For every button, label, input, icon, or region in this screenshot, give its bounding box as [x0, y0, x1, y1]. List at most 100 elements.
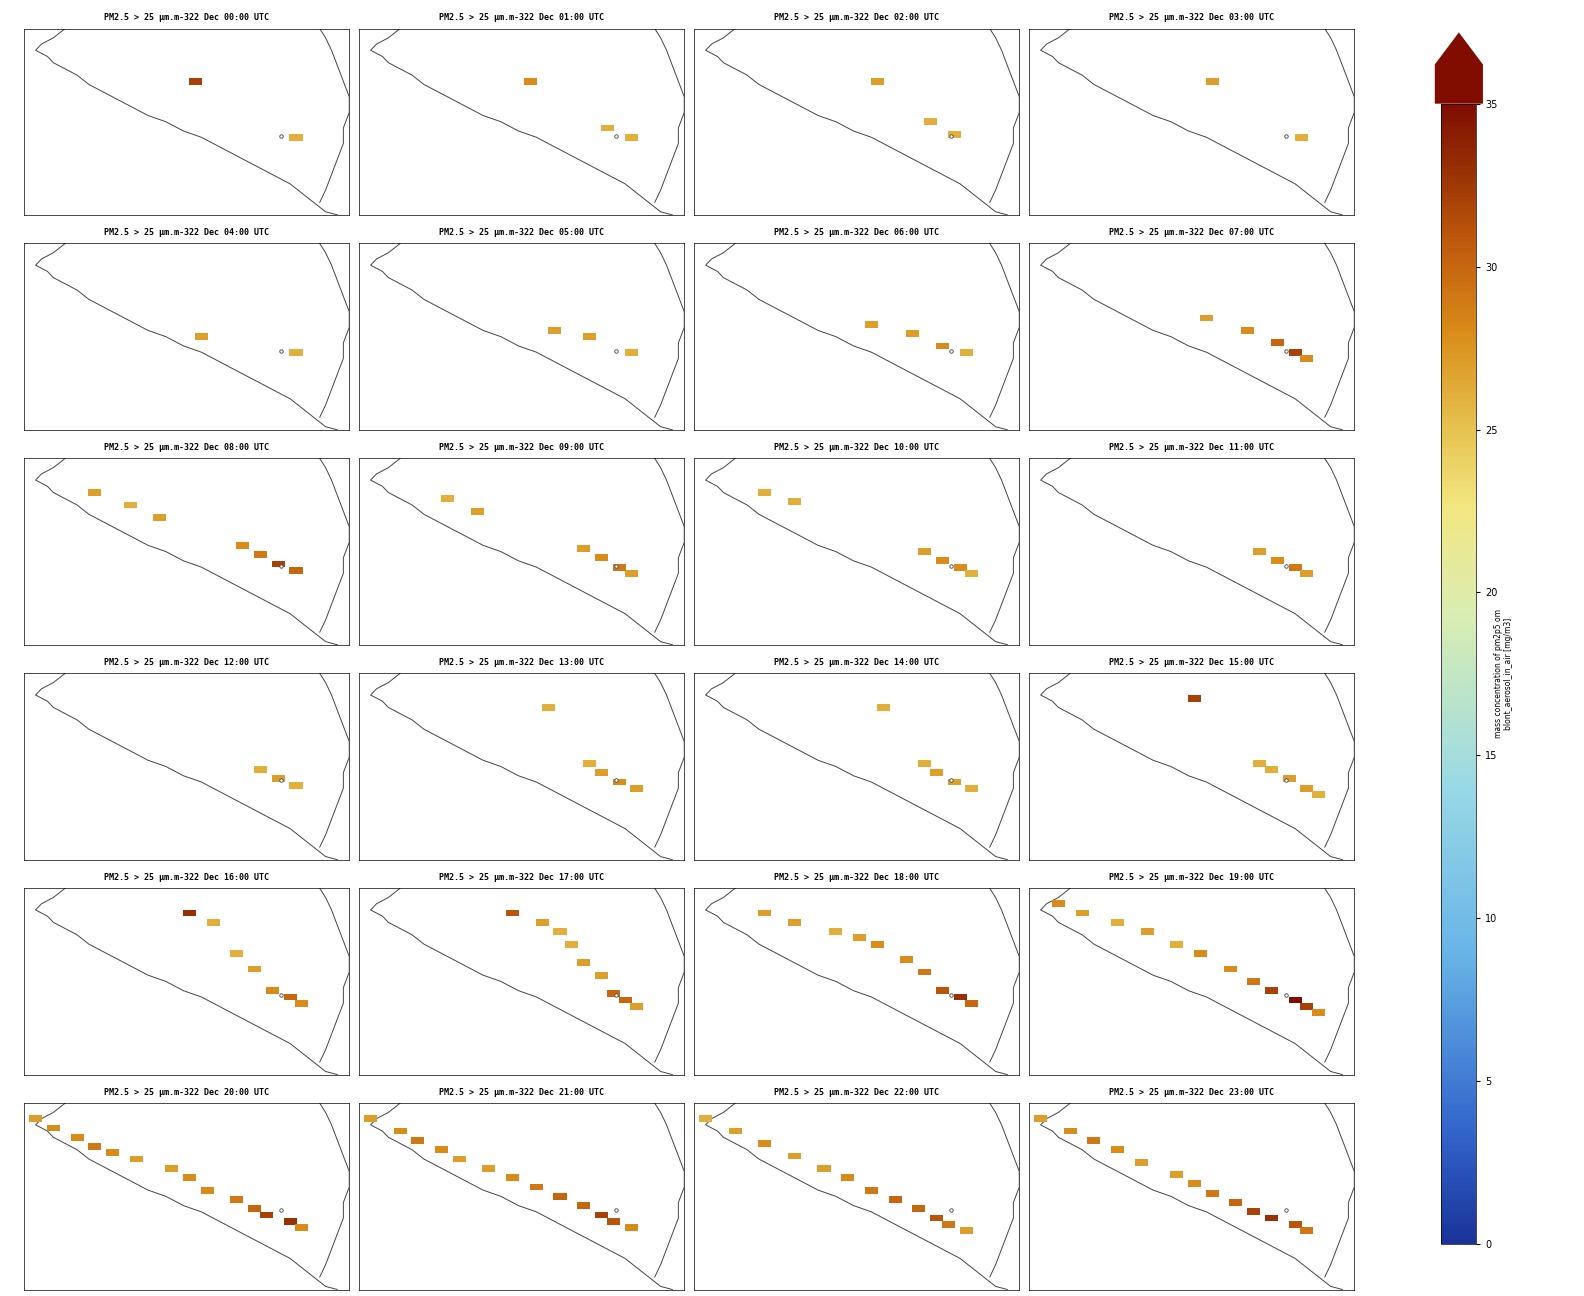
Bar [613, 564, 626, 570]
Bar [919, 968, 931, 976]
Bar [470, 508, 483, 515]
Bar [954, 994, 966, 1001]
Bar [440, 495, 455, 502]
Bar [699, 1116, 713, 1122]
Bar [1199, 315, 1213, 321]
Bar [165, 1165, 179, 1172]
Bar [954, 564, 966, 570]
Bar [930, 770, 942, 776]
Bar [607, 990, 619, 997]
Bar [1312, 1010, 1326, 1016]
Text: PM2.5 > 25 μm.m-322 Dec 00:00 UTC: PM2.5 > 25 μm.m-322 Dec 00:00 UTC [105, 13, 269, 22]
Bar [596, 972, 608, 978]
Bar [965, 999, 979, 1007]
Text: PM2.5 > 25 μm.m-322 Dec 09:00 UTC: PM2.5 > 25 μm.m-322 Dec 09:00 UTC [439, 443, 604, 452]
Bar [1064, 1128, 1077, 1134]
Bar [124, 502, 136, 508]
Bar [1253, 548, 1266, 555]
Bar [1300, 1227, 1313, 1234]
Bar [230, 1196, 244, 1203]
Bar [1289, 564, 1302, 570]
Bar [553, 1192, 567, 1200]
Bar [453, 1156, 466, 1163]
Bar [759, 1140, 771, 1147]
Bar [1247, 978, 1261, 985]
Bar [535, 919, 548, 925]
Text: PM2.5 > 25 μm.m-322 Dec 10:00 UTC: PM2.5 > 25 μm.m-322 Dec 10:00 UTC [775, 443, 939, 452]
Bar [1266, 988, 1278, 994]
Text: PM2.5 > 25 μm.m-322 Dec 01:00 UTC: PM2.5 > 25 μm.m-322 Dec 01:00 UTC [439, 13, 604, 22]
Text: PM2.5 > 25 μm.m-322 Dec 11:00 UTC: PM2.5 > 25 μm.m-322 Dec 11:00 UTC [1109, 443, 1274, 452]
Bar [854, 934, 866, 941]
Bar [206, 919, 220, 925]
Bar [912, 1205, 925, 1212]
Bar [290, 133, 303, 141]
Bar [596, 555, 608, 561]
Bar [624, 570, 637, 577]
Bar [1253, 759, 1266, 767]
Text: PM2.5 > 25 μm.m-322 Dec 13:00 UTC: PM2.5 > 25 μm.m-322 Dec 13:00 UTC [439, 658, 604, 666]
Bar [436, 1146, 448, 1153]
Text: PM2.5 > 25 μm.m-322 Dec 22:00 UTC: PM2.5 > 25 μm.m-322 Dec 22:00 UTC [775, 1087, 939, 1096]
Bar [412, 1137, 425, 1144]
Bar [830, 928, 843, 936]
Bar [29, 1116, 43, 1122]
Bar [1194, 950, 1207, 956]
Bar [583, 333, 596, 340]
Bar [906, 330, 919, 337]
Bar [1270, 557, 1285, 564]
Bar [106, 1150, 119, 1156]
Bar [1266, 766, 1278, 772]
Bar [184, 910, 196, 916]
Bar [1289, 349, 1302, 355]
Bar [1300, 785, 1313, 792]
Bar [596, 770, 608, 776]
Bar [871, 941, 884, 947]
Text: PM2.5 > 25 μm.m-322 Dec 08:00 UTC: PM2.5 > 25 μm.m-322 Dec 08:00 UTC [105, 443, 269, 452]
Bar [613, 779, 626, 785]
Bar [236, 542, 249, 548]
Bar [947, 779, 961, 785]
Bar [960, 1227, 973, 1234]
Bar [577, 1203, 591, 1209]
Bar [1223, 966, 1237, 972]
Bar [290, 566, 303, 574]
Bar [1229, 1199, 1242, 1207]
Bar [1171, 1172, 1183, 1178]
Text: PM2.5 > 25 μm.m-322 Dec 07:00 UTC: PM2.5 > 25 μm.m-322 Dec 07:00 UTC [1109, 228, 1274, 237]
Bar [630, 1003, 643, 1010]
Bar [565, 941, 578, 947]
Bar [1294, 133, 1307, 141]
Text: PM2.5 > 25 μm.m-322 Dec 12:00 UTC: PM2.5 > 25 μm.m-322 Dec 12:00 UTC [105, 658, 269, 666]
Bar [184, 1174, 196, 1181]
Text: PM2.5 > 25 μm.m-322 Dec 05:00 UTC: PM2.5 > 25 μm.m-322 Dec 05:00 UTC [439, 228, 604, 237]
Bar [1289, 1221, 1302, 1227]
Bar [284, 1218, 296, 1225]
Bar [965, 570, 979, 577]
Bar [284, 994, 296, 1001]
Bar [577, 546, 591, 552]
Bar [253, 766, 268, 772]
Polygon shape [1435, 32, 1483, 104]
Bar [1110, 919, 1125, 925]
Bar [272, 561, 285, 568]
Text: PM2.5 > 25 μm.m-322 Dec 03:00 UTC: PM2.5 > 25 μm.m-322 Dec 03:00 UTC [1109, 13, 1274, 22]
Bar [1283, 775, 1296, 783]
Bar [1266, 1214, 1278, 1222]
Bar [542, 704, 554, 712]
Bar [1242, 327, 1255, 334]
Bar [130, 1156, 143, 1163]
Text: PM2.5 > 25 μm.m-322 Dec 15:00 UTC: PM2.5 > 25 μm.m-322 Dec 15:00 UTC [1109, 658, 1274, 666]
Bar [1076, 910, 1088, 916]
Bar [865, 1187, 878, 1194]
Bar [817, 1165, 830, 1172]
Bar [201, 1187, 214, 1194]
Text: PM2.5 > 25 μm.m-322 Dec 04:00 UTC: PM2.5 > 25 μm.m-322 Dec 04:00 UTC [105, 228, 269, 237]
Text: PM2.5 > 25 μm.m-322 Dec 20:00 UTC: PM2.5 > 25 μm.m-322 Dec 20:00 UTC [105, 1087, 269, 1096]
Bar [583, 759, 596, 767]
Bar [919, 548, 931, 555]
Bar [865, 321, 878, 328]
Bar [923, 118, 938, 126]
Bar [394, 1128, 407, 1134]
Bar [266, 988, 279, 994]
